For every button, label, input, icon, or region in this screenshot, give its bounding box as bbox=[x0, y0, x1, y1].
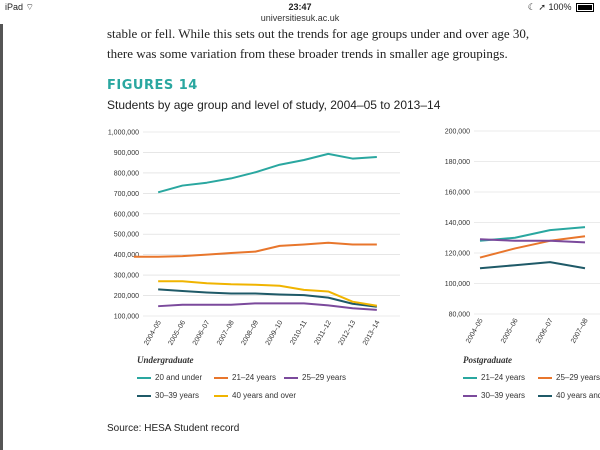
y-tick-label: 180,000 bbox=[445, 159, 470, 166]
legend-label: 25–29 years bbox=[302, 373, 347, 382]
y-tick-label: 900,000 bbox=[114, 150, 139, 157]
x-tick-label: 2012–13 bbox=[338, 319, 358, 346]
intro-paragraph: stable or fell. While this sets out the … bbox=[107, 24, 587, 64]
legend-item: 40 years and over bbox=[214, 391, 296, 400]
legend-item: 21–24 years bbox=[214, 373, 276, 382]
series-line-40-years-and-over bbox=[479, 261, 586, 270]
undergraduate-label: Undergraduate bbox=[137, 355, 194, 365]
status-right: ☾ ➚ 100% bbox=[528, 2, 594, 13]
y-tick-label: 1,000,000 bbox=[108, 130, 139, 137]
series-line-20-and-under bbox=[157, 152, 377, 194]
legend-swatch bbox=[137, 394, 151, 397]
x-tick-label: 2006–07 bbox=[535, 317, 555, 344]
x-tick-label: 2004–05 bbox=[143, 319, 163, 346]
y-tick-label: 500,000 bbox=[114, 232, 139, 239]
battery-percent: 100% bbox=[548, 2, 572, 12]
y-tick-label: 120,000 bbox=[445, 251, 470, 258]
y-tick-label: 200,000 bbox=[445, 129, 470, 136]
battery-icon bbox=[576, 3, 594, 13]
intro-line: there was some variation from these broa… bbox=[107, 46, 508, 61]
postgraduate-label: Postgraduate bbox=[463, 355, 513, 365]
x-tick-label: 2013–14 bbox=[362, 319, 382, 346]
y-tick-label: 100,000 bbox=[445, 281, 470, 288]
moon-icon: ☾ bbox=[527, 2, 536, 12]
legend-item: 30–39 years bbox=[463, 391, 525, 400]
y-tick-label: 140,000 bbox=[445, 220, 470, 227]
legend-label: 25–29 years bbox=[556, 373, 600, 382]
legend-label: 21–24 years bbox=[232, 373, 277, 382]
legend-label: 30–39 years bbox=[155, 391, 200, 400]
status-left: iPad ⌔ bbox=[5, 2, 34, 13]
x-tick-label: 2011–12 bbox=[314, 319, 333, 346]
y-tick-label: 700,000 bbox=[114, 191, 139, 198]
legend-swatch bbox=[214, 376, 228, 379]
y-tick-label: 80,000 bbox=[449, 312, 471, 319]
x-tick-label: 2007–08 bbox=[570, 317, 590, 344]
legend-item: 20 and under bbox=[137, 373, 202, 382]
legend-swatch bbox=[214, 394, 228, 397]
y-tick-label: 100,000 bbox=[114, 314, 139, 321]
x-tick-label: 2004–05 bbox=[465, 317, 485, 344]
series-line-30-39-years bbox=[479, 238, 586, 244]
series-line-30-39-years bbox=[158, 288, 377, 308]
y-tick-label: 400,000 bbox=[114, 252, 139, 259]
figure-subtitle: Students by age group and level of study… bbox=[107, 98, 441, 112]
series-line-25-29-years bbox=[158, 302, 377, 311]
intro-line: stable or fell. While this sets out the … bbox=[107, 26, 530, 41]
x-tick-label: 2006–07 bbox=[192, 319, 212, 346]
legend-item: 30–39 years bbox=[137, 391, 199, 400]
legend-swatch bbox=[463, 376, 477, 379]
location-arrow-icon: ➚ bbox=[538, 2, 546, 12]
legend-swatch bbox=[538, 376, 552, 379]
series-line-21-24-years bbox=[133, 241, 377, 258]
x-tick-label: 2010–11 bbox=[289, 319, 308, 346]
x-tick-label: 2008–09 bbox=[240, 319, 260, 346]
legend-label: 21–24 years bbox=[481, 373, 526, 382]
address-bar[interactable]: universitiesuk.ac.uk bbox=[260, 13, 340, 23]
y-tick-label: 200,000 bbox=[114, 293, 139, 300]
legend-label: 20 and under bbox=[155, 373, 203, 382]
y-tick-label: 800,000 bbox=[114, 170, 139, 177]
device-name: iPad bbox=[5, 2, 24, 12]
status-bar: iPad ⌔ 23:47 universitiesuk.ac.uk ☾ ➚ 10… bbox=[0, 0, 600, 24]
y-tick-label: 160,000 bbox=[445, 190, 470, 197]
legend-item: 25–29 years bbox=[538, 373, 600, 382]
x-tick-label: 2007–08 bbox=[216, 319, 236, 346]
legend-label: 30–39 years bbox=[481, 391, 526, 400]
legend-label: 40 years and over bbox=[556, 391, 600, 400]
page-edge-bar bbox=[0, 24, 3, 450]
figure-title: FIGURES 14 bbox=[107, 78, 198, 93]
source-note: Source: HESA Student record bbox=[107, 423, 240, 434]
legend-item: 21–24 years bbox=[463, 373, 525, 382]
legend-item: 40 years and over bbox=[538, 391, 600, 400]
x-tick-label: 2005–06 bbox=[167, 319, 187, 346]
y-tick-label: 300,000 bbox=[114, 273, 139, 280]
x-tick-label: 2009–10 bbox=[265, 319, 285, 346]
clock: 23:47 bbox=[288, 2, 312, 12]
legend-swatch bbox=[137, 376, 151, 379]
legend-swatch bbox=[284, 376, 298, 379]
wifi-icon: ⌔ bbox=[25, 2, 34, 12]
series-line-25-29-years bbox=[479, 235, 586, 259]
x-tick-label: 2005–06 bbox=[500, 317, 520, 344]
legend-swatch bbox=[463, 394, 477, 397]
legend-item: 25–29 years bbox=[284, 373, 346, 382]
series-line-40-years-and-over bbox=[158, 280, 378, 307]
legend-swatch bbox=[538, 394, 552, 397]
y-tick-label: 600,000 bbox=[114, 211, 139, 218]
legend-label: 40 years and over bbox=[232, 391, 297, 400]
